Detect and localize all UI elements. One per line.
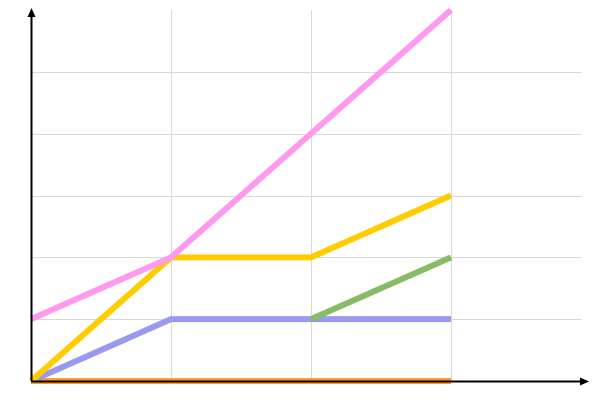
series-yellow-ramp-plateau-ramp (29, 192, 453, 384)
series-lines (29, 7, 453, 384)
series-green-late-ramp (309, 254, 453, 322)
y-axis-arrow-icon (27, 8, 36, 17)
vertical-gridlines (170, 10, 453, 381)
horizontal-gridlines (31, 71, 582, 321)
series-pink-steady-rise (29, 7, 453, 322)
x-axis-arrow-icon (580, 377, 589, 386)
chart-axes (27, 8, 589, 386)
series-blue-ramp-plateau (29, 316, 451, 384)
